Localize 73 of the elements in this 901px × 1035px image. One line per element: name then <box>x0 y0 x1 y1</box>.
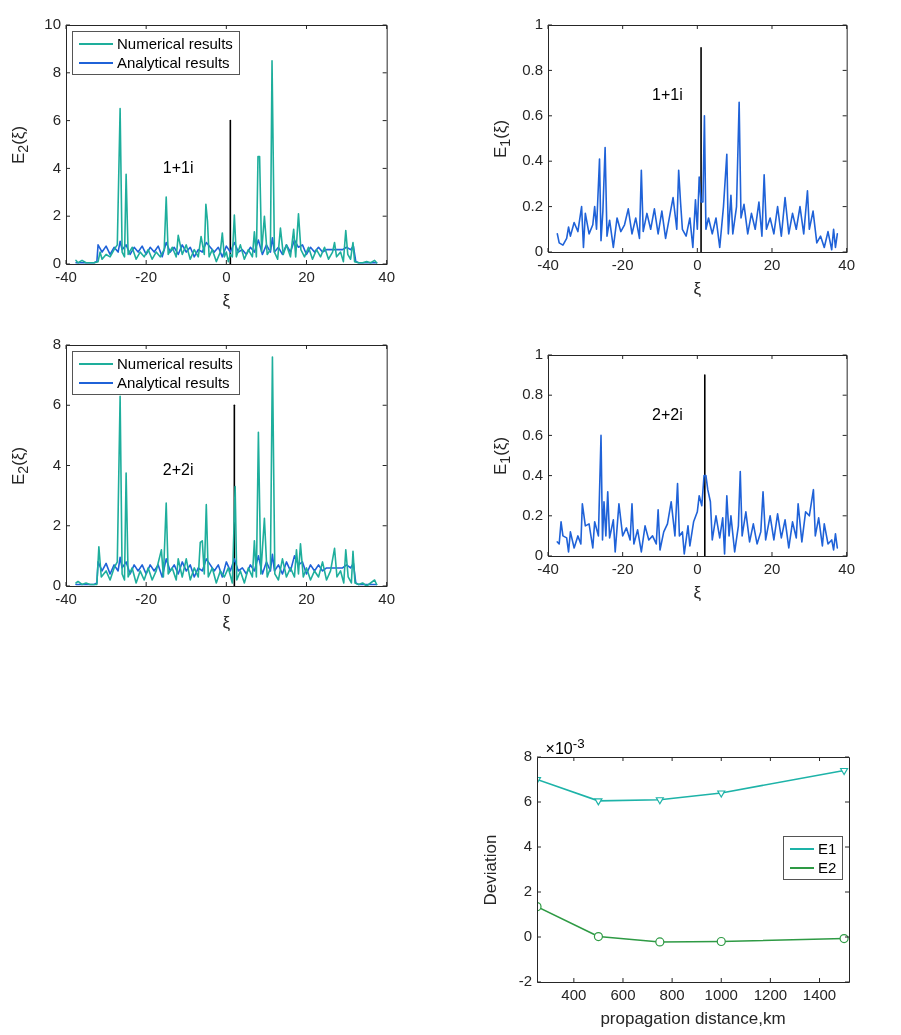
x-tick-label: 40 <box>378 590 395 608</box>
x-tick-label: 1200 <box>753 986 788 1004</box>
annotation: 1+1i <box>162 159 194 178</box>
x-axis-title: propagation distance,km <box>600 1009 786 1029</box>
x-tick-label: 40 <box>838 560 855 578</box>
x-tick-label: 0 <box>693 560 702 578</box>
y-tick-label: 8 <box>523 747 532 765</box>
x-tick-label: 40 <box>378 268 395 286</box>
y-tick-label: 1 <box>534 15 543 33</box>
x-tick-label: 600 <box>610 986 636 1004</box>
y-tick-label: 1 <box>534 345 543 363</box>
x-tick-label: -40 <box>55 268 77 286</box>
annotation: 1+1i <box>652 86 683 105</box>
y-tick-label: 0.4 <box>522 465 543 483</box>
y-tick-label: 0.8 <box>522 385 543 403</box>
y-tick-label: 6 <box>52 395 61 413</box>
point <box>593 931 604 942</box>
x-axis-title: ξ <box>222 291 231 311</box>
point <box>716 936 726 947</box>
y-tick-label: 0.6 <box>522 105 543 123</box>
y-tick-label: 6 <box>523 792 532 810</box>
x-axis-title: ξ <box>693 583 702 603</box>
legend-label: Numerical results <box>117 35 233 52</box>
y-tick-label: 6 <box>52 110 61 128</box>
y-tick-label: 4 <box>523 837 532 855</box>
y-tick-label: 4 <box>52 455 61 473</box>
x-tick-label: 20 <box>763 560 781 578</box>
x-tick-label: 40 <box>838 256 855 274</box>
x-tick-label: 1000 <box>704 986 738 1004</box>
x-axis-title: ξ <box>693 279 702 299</box>
x-tick-label: -20 <box>135 590 158 608</box>
point <box>717 790 726 798</box>
legend-label: Analytical results <box>117 374 230 391</box>
x-tick-label: -20 <box>611 256 634 274</box>
legend-label: Analytical results <box>117 54 230 71</box>
point <box>594 798 603 806</box>
x-tick-label: -20 <box>611 560 634 578</box>
x-tick-label: -20 <box>135 268 158 286</box>
annotation: 2+2i <box>652 406 683 425</box>
y-tick-label: 4 <box>52 158 61 176</box>
annotation: 2+2i <box>162 461 194 480</box>
point <box>839 933 849 944</box>
x-tick-label: 0 <box>693 256 702 274</box>
y-tick-label: 0.8 <box>522 60 543 78</box>
x-axis-title: ξ <box>222 613 231 633</box>
x-tick-label: 0 <box>222 268 231 286</box>
y-tick-label: 2 <box>52 515 61 533</box>
x-tick-label: 800 <box>659 986 685 1004</box>
y-tick-label: 8 <box>52 335 61 353</box>
x-tick-label: 400 <box>561 986 587 1004</box>
x-tick-label: 1400 <box>802 986 837 1004</box>
y-tick-label: 2 <box>52 206 61 224</box>
y-axis-title: Deviation <box>481 834 501 905</box>
y-tick-label: 0.6 <box>522 425 543 443</box>
y-tick-label: 10 <box>44 15 61 33</box>
point <box>655 937 665 947</box>
x-tick-label: 20 <box>298 268 315 286</box>
y-tick-label: 0.2 <box>522 196 543 214</box>
y-tick-label: 0.4 <box>522 151 543 169</box>
annotation: ×10$^{-3}$ <box>545 735 585 759</box>
point <box>655 797 664 805</box>
y-tick-label: 2 <box>523 882 532 900</box>
y-tick-label: 0 <box>523 927 532 945</box>
y-tick-label: -2 <box>518 972 532 990</box>
x-tick-label: 20 <box>298 590 315 608</box>
y-tick-label: 8 <box>52 62 61 80</box>
x-tick-label: 20 <box>763 256 781 274</box>
legend-label: Numerical results <box>117 355 233 372</box>
legend-label: E1 <box>818 840 837 858</box>
legend-label: E2 <box>818 859 837 877</box>
x-tick-label: 0 <box>222 590 231 608</box>
y-tick-label: 0.2 <box>522 505 543 523</box>
point <box>840 767 849 776</box>
